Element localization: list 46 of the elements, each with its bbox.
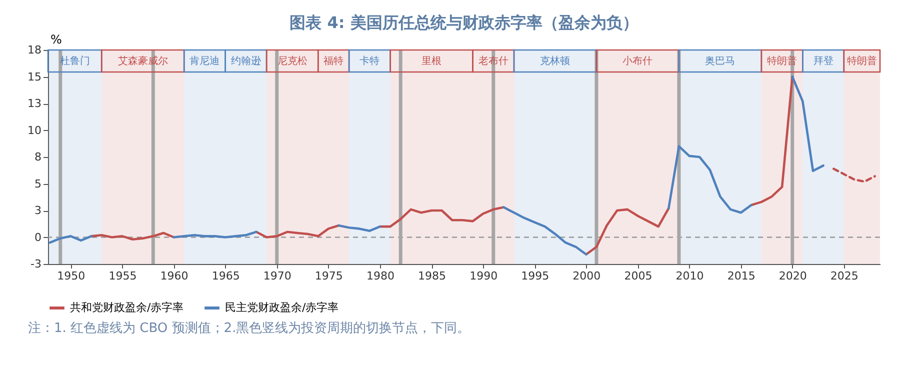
band-label: 奥巴马	[705, 55, 736, 67]
x-tick-label: 1985	[418, 270, 446, 282]
x-tick-label: 1965	[212, 270, 240, 282]
x-tick-label: 1960	[160, 270, 188, 282]
band-label: 特朗普	[846, 55, 877, 67]
x-tick-label: 1980	[366, 270, 394, 282]
y-tick-label: 5	[34, 177, 42, 190]
band-label: 克林顿	[540, 55, 570, 67]
x-tick-label: 2025	[830, 270, 858, 282]
band-label: 里根	[422, 55, 442, 67]
y-tick-label: 15	[28, 70, 42, 84]
x-tick-label: 1975	[314, 270, 343, 282]
y-tick-label: 13	[28, 97, 42, 110]
band-label: 肯尼迪	[190, 55, 220, 67]
y-tick-label: 3	[34, 204, 42, 217]
legend-label: 民主党财政盈余/赤字率	[225, 301, 339, 314]
x-tick-label: 1970	[263, 270, 292, 282]
band-label: 杜鲁门	[60, 55, 90, 67]
band-label: 福特	[324, 55, 344, 67]
y-axis-title: %	[50, 32, 62, 46]
y-tick-label: 0	[34, 230, 42, 244]
x-tick-label: 2015	[727, 270, 756, 282]
x-tick-label: 2000	[572, 270, 601, 282]
band-label: 小布什	[622, 55, 653, 67]
legend-label: 共和党财政盈余/赤字率	[70, 301, 184, 314]
x-tick-label: 1950	[57, 270, 86, 282]
x-tick-label: 1995	[521, 270, 550, 282]
line-series	[832, 168, 876, 183]
x-tick-label: 2020	[778, 270, 807, 282]
band-label: 艾森豪威尔	[118, 55, 168, 67]
band-label: 尼克松	[277, 55, 308, 67]
band-label: 拜登	[813, 55, 834, 67]
y-tick-label: 18	[28, 44, 42, 56]
band-label: 约翰逊	[230, 55, 261, 67]
x-tick-label: 1955	[108, 270, 137, 282]
y-tick-label: 10	[28, 124, 42, 137]
text: 注：1. 红色虚线为 CBO 预测值；2.黑色竖线为投资周期的切换节点，下同。	[28, 321, 470, 336]
band-label: 卡特	[360, 55, 380, 67]
band-label: 老布什	[478, 55, 508, 67]
x-tick-label: 2005	[624, 270, 652, 282]
y-tick-label: -3	[30, 258, 42, 270]
chart-title: 图表 4: 美国历任总统与财政赤字率（盈余为负）	[290, 13, 638, 32]
x-tick-label: 1990	[470, 270, 498, 282]
x-tick-label: 2010	[676, 270, 704, 282]
band-label: 特朗普	[767, 55, 798, 67]
y-tick-label: 8	[34, 150, 42, 164]
